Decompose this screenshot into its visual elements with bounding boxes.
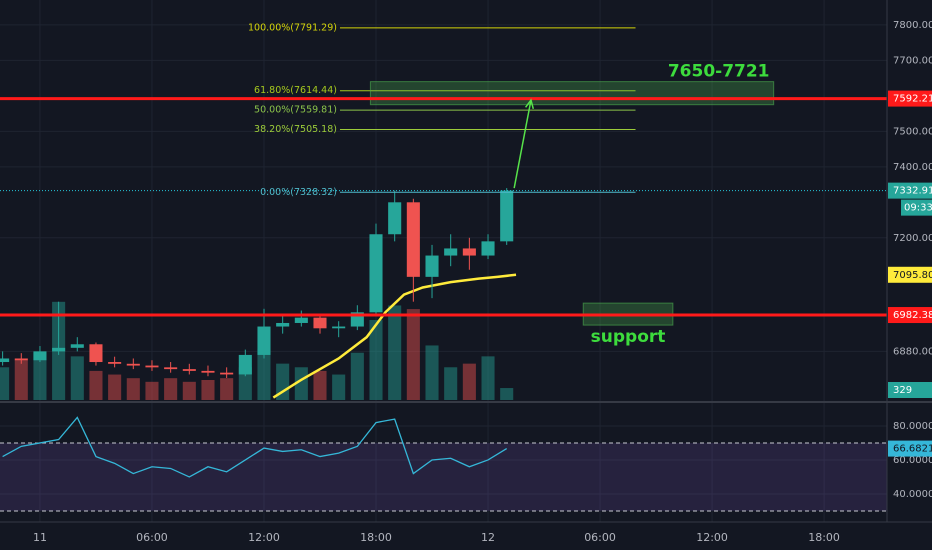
current-price-label-box	[888, 182, 932, 199]
fib-label: 38.20%(7505.18)	[254, 124, 337, 135]
candle-body	[332, 326, 346, 329]
x-tick-label: 12:00	[696, 531, 728, 544]
y-tick-label: 7700.00	[893, 55, 932, 66]
arrow-head	[525, 98, 535, 109]
volume-bar	[444, 367, 458, 400]
y-tick-label: 7200.00	[893, 233, 932, 244]
volume-bar	[500, 388, 514, 400]
x-tick-label: 06:00	[136, 531, 168, 544]
candle-body	[182, 369, 196, 371]
volume-bar	[70, 356, 84, 400]
volume-bar	[388, 305, 402, 400]
countdown-box	[901, 199, 932, 216]
x-tick-label: 12:00	[248, 531, 280, 544]
y-tick-label: 7500.00	[893, 126, 932, 137]
x-tick-label: 18:00	[808, 531, 840, 544]
candle-body	[406, 202, 420, 277]
x-tick-label: 11	[33, 531, 47, 544]
candle-body	[481, 241, 495, 256]
volume-bar	[462, 363, 476, 400]
x-tick-label: 18:00	[360, 531, 392, 544]
x-tick-label: 06:00	[584, 531, 616, 544]
volume-bar	[406, 309, 420, 400]
fib-label: 50.00%(7559.81)	[254, 105, 337, 116]
candle-body	[0, 358, 10, 363]
candle-body	[220, 372, 234, 375]
volume-bar	[164, 378, 178, 400]
rsi-tick-label: 60.0000	[893, 455, 932, 466]
fib-label: 0.00%(7328.32)	[260, 187, 337, 198]
volume-bar	[0, 367, 10, 400]
volume-bar	[294, 367, 308, 400]
y-tick-label: 6880.00	[893, 346, 932, 357]
volume-bar	[238, 367, 252, 400]
candle-body	[257, 326, 271, 355]
fib-label: 61.80%(7614.44)	[254, 85, 337, 96]
candle-body	[238, 354, 252, 375]
candle-body	[14, 358, 28, 361]
y-tick-label: 7800.00	[893, 20, 932, 31]
hline-price-label: 6982.38	[893, 310, 932, 321]
volume-bar	[220, 378, 234, 400]
volume-label: 329	[893, 385, 912, 396]
volume-bar	[33, 352, 47, 400]
hline-price-label: 7592.21	[893, 94, 932, 105]
zone-label: 7650-7721	[668, 62, 770, 82]
fib-label: 100.00%(7791.29)	[248, 22, 337, 33]
candle-body	[145, 365, 159, 368]
candle-body	[369, 234, 383, 313]
volume-bar	[89, 370, 103, 400]
rsi-band	[0, 442, 887, 511]
volume-bar	[201, 380, 215, 400]
candle-body	[294, 317, 308, 323]
rsi-line	[2, 416, 508, 478]
candle-body	[425, 255, 439, 277]
volume-bar	[350, 352, 364, 400]
ma-price-label-box	[888, 266, 932, 283]
y-tick-label: 7400.00	[893, 162, 932, 173]
candle-body	[33, 351, 47, 361]
volume-bar	[481, 356, 495, 400]
hline-price-label-box	[888, 307, 932, 324]
volume-bar	[332, 374, 346, 400]
rsi-tick-label: 40.0000	[893, 489, 932, 500]
x-tick-label: 12	[481, 531, 495, 544]
volume-bar	[313, 370, 327, 400]
candle-body	[444, 248, 458, 256]
candle-body	[388, 202, 402, 235]
hline-price-label-box	[888, 90, 932, 107]
volume-bar	[257, 349, 271, 400]
candle-body	[500, 190, 514, 242]
volume-label-box	[888, 382, 932, 398]
candle-body	[89, 344, 103, 363]
moving-average	[272, 273, 517, 399]
candle-body	[276, 322, 290, 327]
rsi-value-label-box	[888, 440, 932, 457]
candle-body	[70, 344, 84, 348]
candle-body	[313, 317, 327, 329]
candle-body	[108, 362, 122, 364]
candle-body	[462, 248, 476, 256]
countdown: 09:33	[904, 203, 932, 214]
rsi-tick-label: 80.0000	[893, 421, 932, 432]
volume-bar	[425, 345, 439, 400]
zone-label: support	[591, 327, 666, 347]
volume-bar	[108, 374, 122, 400]
candle-body	[126, 363, 140, 366]
volume-bar	[182, 381, 196, 400]
candle-body	[201, 370, 215, 373]
volume-bar	[126, 378, 140, 400]
volume-bar	[14, 360, 28, 400]
arrow	[513, 99, 532, 189]
current-price-label: 7332.91	[893, 186, 932, 197]
ma-price-label: 7095.80	[893, 270, 932, 281]
candle-body	[164, 367, 178, 370]
volume-bar	[369, 320, 383, 400]
rsi-value-label: 66.6821	[893, 444, 932, 455]
candle-body	[52, 347, 66, 352]
zone	[369, 81, 775, 106]
volume-bar	[145, 381, 159, 400]
